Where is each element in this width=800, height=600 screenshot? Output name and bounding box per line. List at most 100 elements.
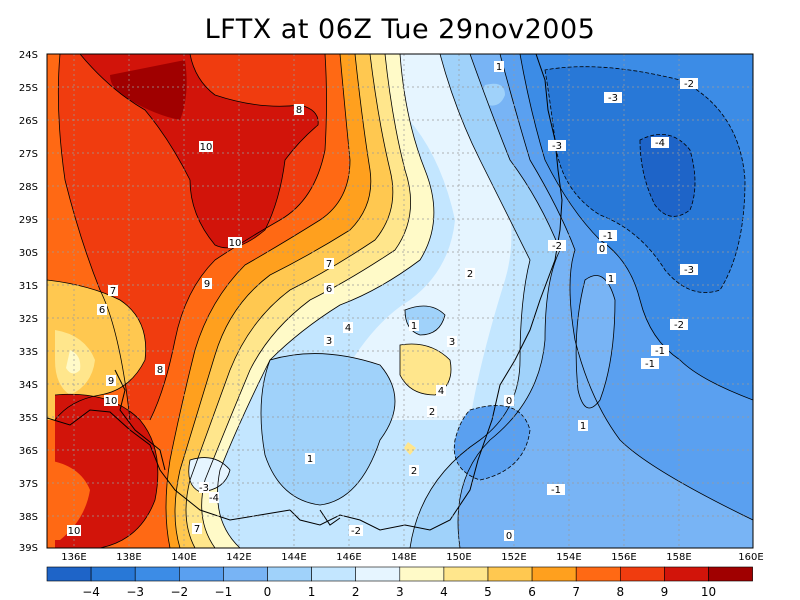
svg-text:1: 1 [580,421,586,432]
svg-text:1: 1 [608,274,614,285]
colorbar-label: −4 [82,585,100,599]
svg-text:7: 7 [326,259,332,270]
contour-label: -4 [209,492,219,504]
contour-label: 4 [343,322,353,334]
svg-text:-1: -1 [645,359,655,370]
colorbar-swatch [90,566,136,582]
colorbar-label: 2 [352,585,360,599]
lat-tick: 30S [19,248,38,259]
lat-tick: 39S [19,543,38,554]
colorbar-label: 7 [572,585,580,599]
colorbar-swatch [487,566,533,582]
contour-line [174,54,372,548]
colorbar-swatch [267,566,312,582]
colorbar-label: 0 [264,585,272,599]
svg-text:3: 3 [326,336,332,347]
lat-tick: 37S [19,479,38,490]
svg-text:-2: -2 [684,79,694,90]
fill-pocket-4-5 [66,350,81,374]
svg-text:2: 2 [411,466,417,477]
contour-label: -1 [641,358,659,370]
contour-label: 7 [108,285,118,297]
svg-text:4: 4 [438,386,444,397]
contour-label: 7 [324,258,334,270]
contour-line [47,279,147,421]
svg-text:8: 8 [296,105,302,116]
colorbar: −4 −3 −2 −1 0 1 2 3 4 5 6 7 8 9 10 [46,566,753,599]
contour-labels: 8 10 10 9 7 6 7 6 8 9 10 4 3 2 1 3 4 2 1… [67,61,698,542]
svg-text:2: 2 [467,269,473,280]
colorbar-swatch [46,566,92,582]
contour-line [165,54,351,548]
lon-tick: 136E [61,552,86,563]
contour-line [453,405,531,481]
svg-text:1: 1 [411,321,417,332]
contour-line [519,54,753,401]
fill-island-1-2 [261,353,395,505]
lat-tick: 38S [19,512,38,523]
contour-label: 0 [504,395,514,407]
fill-band-m4-m3 [640,134,695,217]
contour-label: 3 [324,335,334,347]
lon-tick: 148E [391,552,416,563]
colorbar-label: 8 [616,585,624,599]
svg-text:-2: -2 [674,320,684,331]
lon-axis: 136E 138E 140E 142E 144E 146E 148E 150E … [61,552,763,563]
colorbar-label: −2 [170,585,188,599]
contour-label: -2 [670,319,688,331]
svg-text:10: 10 [68,526,81,537]
svg-text:-4: -4 [209,493,219,504]
svg-text:-3: -3 [199,483,209,494]
svg-text:0: 0 [506,396,512,407]
svg-text:-1: -1 [655,346,665,357]
lon-tick: 154E [556,552,581,563]
contour-label: -3 [548,140,566,152]
fill-band-3-4 [320,54,512,420]
colorbar-swatch [708,566,753,582]
contour-label: -1 [547,484,565,496]
contour-label: 6 [324,283,334,295]
lat-tick: 33S [19,347,38,358]
contour-label: 4 [436,385,446,397]
svg-text:0: 0 [599,244,605,255]
contour-label: -4 [651,137,669,149]
contour-label: -3 [604,92,622,104]
svg-text:-3: -3 [552,141,562,152]
lon-tick: 150E [446,552,471,563]
fill-sw-8-9 [47,460,90,540]
contour-label: 8 [294,104,304,116]
lat-tick: 35S [19,413,38,424]
map-title: LFTX at 06Z Tue 29nov2005 [204,14,596,45]
lon-tick: 152E [501,552,526,563]
contour-label: 10 [199,141,213,153]
contour-label: 1 [409,320,419,332]
fill-lobe-4-5 [400,344,451,395]
lat-tick: 36S [19,446,38,457]
colorbar-label: 1 [308,585,316,599]
map-frame [46,53,754,549]
contour-line [57,54,327,421]
lon-tick: 140E [171,552,196,563]
colorbar-label: 4 [440,585,448,599]
lon-tick: 138E [116,552,141,563]
colorbar-label: −3 [126,585,144,599]
east-coast-line [289,54,563,531]
svg-text:-1: -1 [551,485,561,496]
contour-label: -2 [349,525,363,537]
south-coast-line [47,409,291,521]
svg-text:8: 8 [157,365,163,376]
colorbar-swatch [311,566,357,582]
contour-line [409,54,531,548]
colorbar-swatch [575,566,621,582]
fill-dot-4-5 [404,442,416,455]
contour-label: -1 [599,230,617,242]
contour-line [201,54,411,548]
contour-label: 0 [597,243,607,255]
lat-tick: 26S [19,116,38,127]
svg-text:10: 10 [105,396,118,407]
map-fill [47,54,753,548]
lat-tick: 28S [19,182,38,193]
colorbar-swatch [134,566,180,582]
contour-label: 1 [305,453,315,465]
